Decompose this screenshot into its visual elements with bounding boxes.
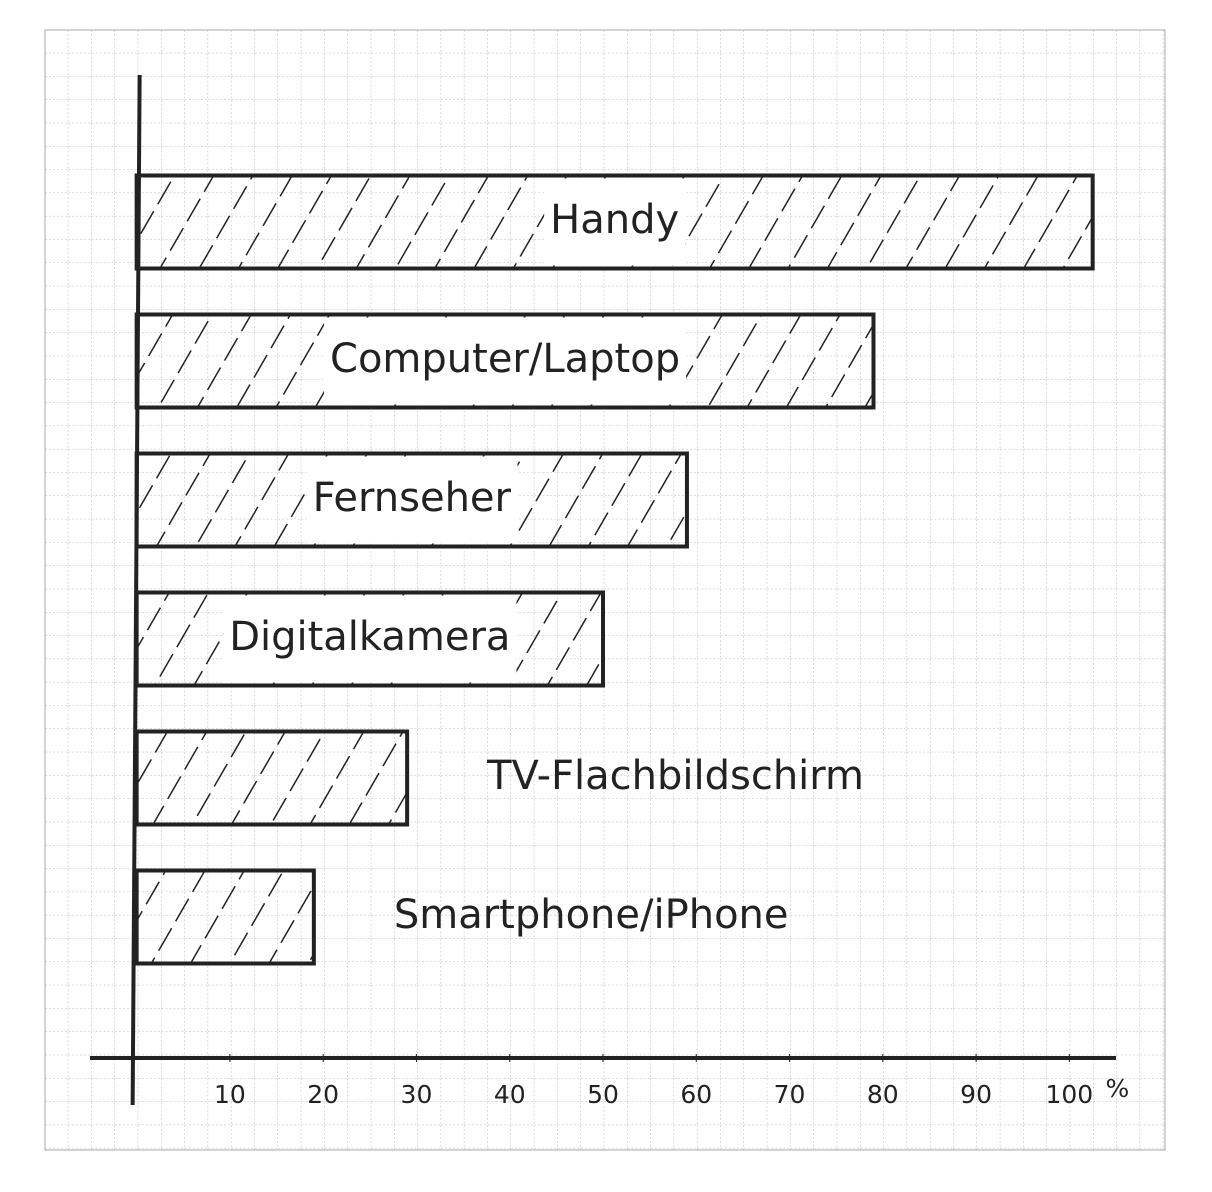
bar [134, 868, 316, 966]
x-axis-label: % [1105, 1074, 1129, 1103]
bar-label: TV-Flachbildschirm [486, 753, 864, 799]
x-tick-label: 10 [214, 1080, 246, 1109]
x-tick-label: 40 [494, 1080, 526, 1109]
bar-label: Digitalkamera [229, 614, 510, 660]
label-backing [306, 456, 518, 544]
x-tick-label: 50 [587, 1080, 619, 1109]
label-backing [223, 595, 517, 683]
bar-label: Handy [550, 197, 679, 243]
bar-label: Computer/Laptop [330, 336, 680, 382]
x-tick-label: 70 [774, 1080, 806, 1109]
x-tick-label: 90 [960, 1080, 992, 1109]
bar [134, 729, 410, 827]
x-tick-label: 60 [680, 1080, 712, 1109]
label-backing [544, 178, 686, 266]
bar-label: Smartphone/iPhone [394, 892, 789, 938]
x-tick-label: 80 [867, 1080, 899, 1109]
x-tick-label: 20 [307, 1080, 339, 1109]
x-tick-label: 100 [1046, 1080, 1094, 1109]
bar-label: Fernseher [313, 475, 512, 521]
label-backing [324, 317, 687, 405]
x-tick-label: 30 [401, 1080, 433, 1109]
